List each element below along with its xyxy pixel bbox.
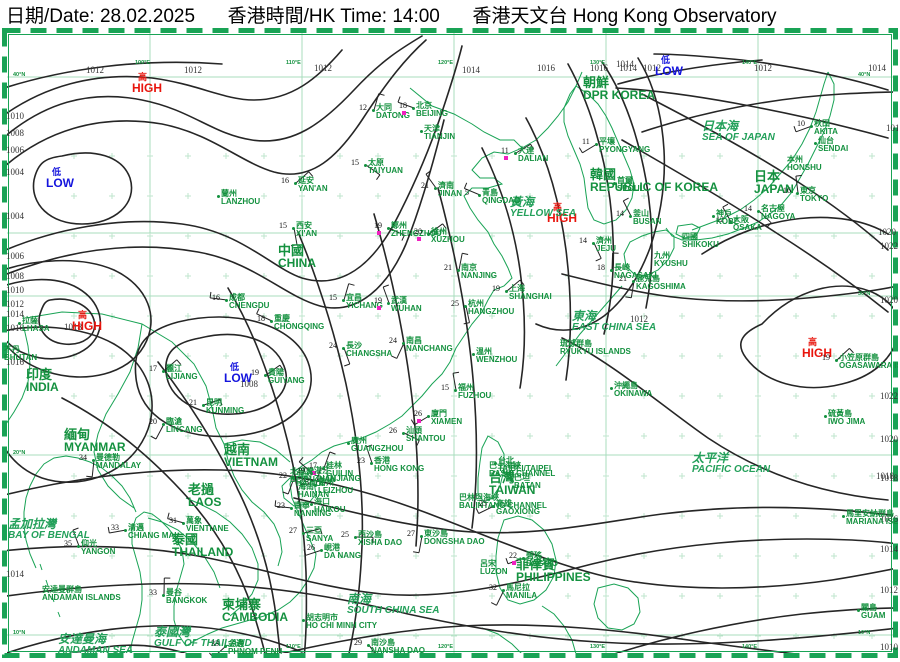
station-dot-dongsha-dao — [420, 535, 423, 538]
weather-chart-canvas[interactable]: 1012 1012 1012 1014 1016 1016 1014 1012 1012 1014… — [2, 28, 898, 658]
station-dot-ho-chi-minh-city — [302, 619, 305, 622]
station-weather-symbol-9 — [377, 231, 381, 235]
station-dot-kunming — [202, 404, 205, 407]
station-dot-sendai — [814, 142, 817, 145]
station-dot-nanjing — [457, 269, 460, 272]
station-weather-symbol-10 — [417, 237, 421, 241]
station-dot-bangkok — [162, 594, 165, 597]
station-dot-xi-an — [292, 227, 295, 230]
station-dot-changsha — [342, 347, 345, 350]
station-dot-beijing — [412, 107, 415, 110]
station-dot-xuzhou — [427, 233, 430, 236]
station-dot-pyongyang — [595, 143, 598, 146]
station-dot-sanya — [302, 532, 305, 535]
station-dot-tokyo — [796, 192, 799, 195]
graticule-grid — [7, 33, 893, 653]
station-dot-jeju — [592, 242, 595, 245]
station-weather-symbol-6 — [504, 156, 508, 160]
station-dot-leizhou — [314, 484, 317, 487]
station-weather-symbol-33 — [417, 419, 421, 423]
station-dot-guiyang — [264, 374, 267, 377]
station-dot-fuzhou — [454, 389, 457, 392]
station-dot-xisha-dao — [354, 536, 357, 539]
station-dot-guam — [857, 609, 860, 612]
station-dot-yangon — [77, 545, 80, 548]
station-dot-wenzhou — [472, 353, 475, 356]
station-dot-chiang-mai — [124, 529, 127, 532]
station-dot-dalian — [514, 152, 517, 155]
station-dot-lincang — [162, 423, 165, 426]
station-weather-symbol-21 — [312, 471, 316, 475]
station-dot-gaoxiong — [492, 505, 495, 508]
station-dot-batan — [510, 479, 513, 482]
station-dot-chengdu — [225, 299, 228, 302]
station-dot-shanghai — [505, 290, 508, 293]
station-dot-hangzhou — [464, 305, 467, 308]
graticule-minor-ticks — [71, 153, 875, 639]
station-dot-qingdao — [478, 194, 481, 197]
station-dot-osaka — [729, 221, 732, 224]
station-dot-chongqing — [270, 320, 273, 323]
station-dot-zhengzhou — [387, 227, 390, 230]
surface-analysis-svg — [2, 28, 898, 658]
coastlines — [7, 71, 835, 653]
station-dot-mandalay — [92, 459, 95, 462]
station-dot-jinan — [434, 187, 437, 190]
date-label: 日期/Date: 28.02.2025 — [6, 5, 196, 27]
chart-header: 日期/Date: 28.02.2025 香港時間/HK Time: 14:00 … — [0, 0, 900, 28]
station-dot-guangzhou — [347, 442, 350, 445]
station-dot-shantou — [402, 432, 405, 435]
station-dot-akita — [810, 125, 813, 128]
station-dot-mariana-islands — [842, 515, 845, 518]
station-dot-haikou — [310, 503, 313, 506]
station-dot-vientiane — [182, 522, 185, 525]
organisation-label: 香港天文台 Hong Kong Observatory — [472, 5, 777, 27]
station-dot-guilin — [322, 467, 325, 470]
station-weather-symbol-55 — [512, 561, 516, 565]
station-dot-nanchang — [402, 342, 405, 345]
station-dot-wuhan — [387, 302, 390, 305]
station-dot-ha-noi — [292, 477, 295, 480]
station-dot-phnom-penh — [224, 645, 227, 648]
map-border — [2, 28, 898, 658]
station-dot-yichang — [342, 299, 345, 302]
station-dot-hong-kong — [370, 462, 373, 465]
station-dot-kagoshima — [632, 280, 635, 283]
station-dot-lijiang — [162, 370, 165, 373]
station-dot-seoul — [613, 182, 616, 185]
station-dot-baguio — [522, 557, 525, 560]
station-dot-da-nang — [320, 549, 323, 552]
station-dot-lhasa — [18, 322, 21, 325]
station-weather-symbol-1 — [402, 111, 406, 115]
station-dot-yan-an — [294, 182, 297, 185]
station-dot-lanzhou — [217, 195, 220, 198]
station-dot-tianjin — [420, 130, 423, 133]
station-dot-xiamen — [427, 415, 430, 418]
station-dot-nansha-dao — [367, 644, 370, 647]
station-dot-taiyuan — [364, 164, 367, 167]
station-dot-datong — [372, 109, 375, 112]
station-dot-taibei-taipei — [494, 462, 497, 465]
station-weather-symbol-25 — [377, 306, 381, 310]
station-dot-okinawa — [610, 387, 613, 390]
station-dot-nagasaki — [610, 269, 613, 272]
time-label: 香港時間/HK Time: 14:00 — [227, 5, 440, 27]
station-dot-nagoya — [757, 210, 760, 213]
station-dot-iwo-jima — [824, 415, 827, 418]
station-dot-zhanjiang — [310, 472, 313, 475]
station-dot-nanning — [290, 507, 293, 510]
wind-barbs — [72, 93, 854, 658]
map-background — [2, 28, 898, 658]
station-dot-kobe — [712, 215, 715, 218]
station-dot-manila — [502, 589, 505, 592]
station-dot-busan — [629, 215, 632, 218]
isobars — [7, 35, 893, 653]
header-text-row: 日期/Date: 28.02.2025 香港時間/HK Time: 14:00 … — [6, 1, 777, 28]
station-dot-ogasawara-islands — [835, 359, 838, 362]
